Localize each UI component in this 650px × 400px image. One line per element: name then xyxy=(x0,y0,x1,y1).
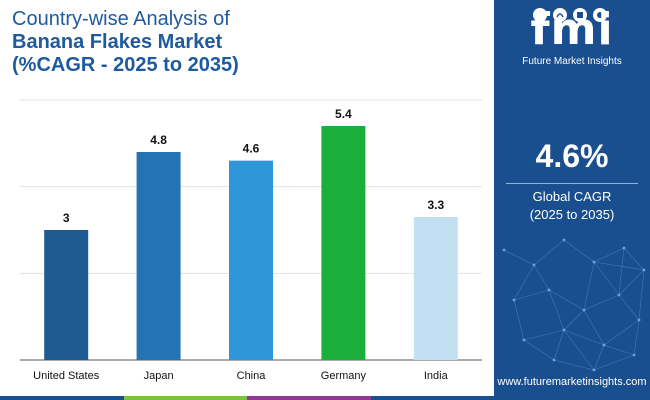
x-tick-label: United States xyxy=(33,370,100,382)
divider xyxy=(506,183,638,184)
brand-name: Future Market Insights xyxy=(522,56,622,67)
network-link xyxy=(593,354,635,371)
network-link xyxy=(583,309,605,346)
global-cagr-label-line-1: Global CAGR xyxy=(532,189,612,204)
strip-segment xyxy=(247,396,371,400)
network-link xyxy=(583,294,620,311)
global-cagr-label-line-2: (2025 to 2035) xyxy=(529,207,615,222)
network-node xyxy=(602,343,606,347)
network-node xyxy=(617,293,621,297)
logo-pictograms-icon xyxy=(533,8,607,22)
network-node xyxy=(622,246,626,250)
network-node xyxy=(562,238,566,242)
bar-chart: 3 United States 4.8 Japan 4.6 China 5.4 Germany… xyxy=(20,99,482,382)
x-tick-label: Japan xyxy=(144,370,174,382)
network-link xyxy=(618,247,625,296)
network-link xyxy=(548,289,565,331)
data-label: 3.3 xyxy=(427,198,444,212)
bar-japan xyxy=(136,152,181,360)
chart-title-line-1: Country-wise Analysis of xyxy=(12,8,230,30)
chart-title-line-2: Banana Flakes Market xyxy=(12,31,223,53)
network-node xyxy=(592,368,596,372)
data-label: 3 xyxy=(63,211,70,225)
network-node xyxy=(592,260,596,264)
x-tick-label: China xyxy=(237,370,267,382)
bar-united-states xyxy=(44,230,89,360)
bar-china xyxy=(229,160,273,360)
global-cagr-label: Global CAGR (2025 to 2035) xyxy=(494,188,650,224)
network-link xyxy=(563,239,595,263)
network-link xyxy=(603,319,640,346)
network-link xyxy=(633,319,640,356)
network-link xyxy=(513,264,535,301)
network-link xyxy=(523,329,565,341)
brand-logo: fmi Future Market Insights xyxy=(494,4,650,68)
network-node xyxy=(562,328,566,332)
network-link xyxy=(618,294,640,321)
network-link xyxy=(533,239,565,266)
network-link xyxy=(513,289,550,301)
network-link xyxy=(593,261,645,271)
strip-segment xyxy=(123,396,247,400)
network-link xyxy=(638,269,645,321)
website-link[interactable]: www.futuremarketinsights.com xyxy=(497,376,647,388)
logo-wordmark: fmi xyxy=(530,4,614,55)
network-link xyxy=(593,261,620,296)
network-link xyxy=(513,299,525,341)
network-link xyxy=(563,329,605,346)
network-link xyxy=(603,344,635,356)
network-link xyxy=(618,269,645,296)
sidebar-panel: fmi Future Market Insights 4.6% Global C… xyxy=(494,0,650,400)
network-node xyxy=(522,338,526,342)
network-node xyxy=(637,318,641,322)
x-tick-label: India xyxy=(424,370,449,382)
network-link xyxy=(523,339,555,361)
network-node xyxy=(547,288,551,292)
strip-segment xyxy=(370,396,494,400)
network-link xyxy=(503,249,535,266)
network-node xyxy=(512,298,516,302)
network-node xyxy=(642,268,646,272)
network-node xyxy=(582,308,586,312)
chart-title-line-3: (%CAGR - 2025 to 2035) xyxy=(12,54,239,76)
bar-germany xyxy=(321,126,366,360)
network-link xyxy=(553,359,595,371)
chart-title-block: Country-wise Analysis of Banana Flakes M… xyxy=(12,8,239,77)
network-link xyxy=(563,329,595,371)
data-label: 4.8 xyxy=(150,133,167,147)
network-node xyxy=(632,353,636,357)
data-label: 4.6 xyxy=(243,142,260,156)
data-label: 5.4 xyxy=(335,107,352,121)
strip-segment xyxy=(0,396,124,400)
network-graphic xyxy=(502,238,646,372)
network-link xyxy=(593,247,625,263)
network-link xyxy=(583,261,595,311)
network-node xyxy=(532,263,536,267)
network-link xyxy=(563,309,585,331)
network-node xyxy=(552,358,556,362)
network-link xyxy=(548,289,585,311)
network-link xyxy=(623,247,645,271)
network-link xyxy=(593,344,605,371)
bar-india xyxy=(413,217,458,360)
bottom-color-strip xyxy=(0,396,494,400)
global-cagr-value: 4.6% xyxy=(535,138,609,174)
network-link xyxy=(533,264,550,291)
network-link xyxy=(553,329,565,361)
x-tick-label: Germany xyxy=(321,370,367,382)
network-node xyxy=(502,248,506,252)
